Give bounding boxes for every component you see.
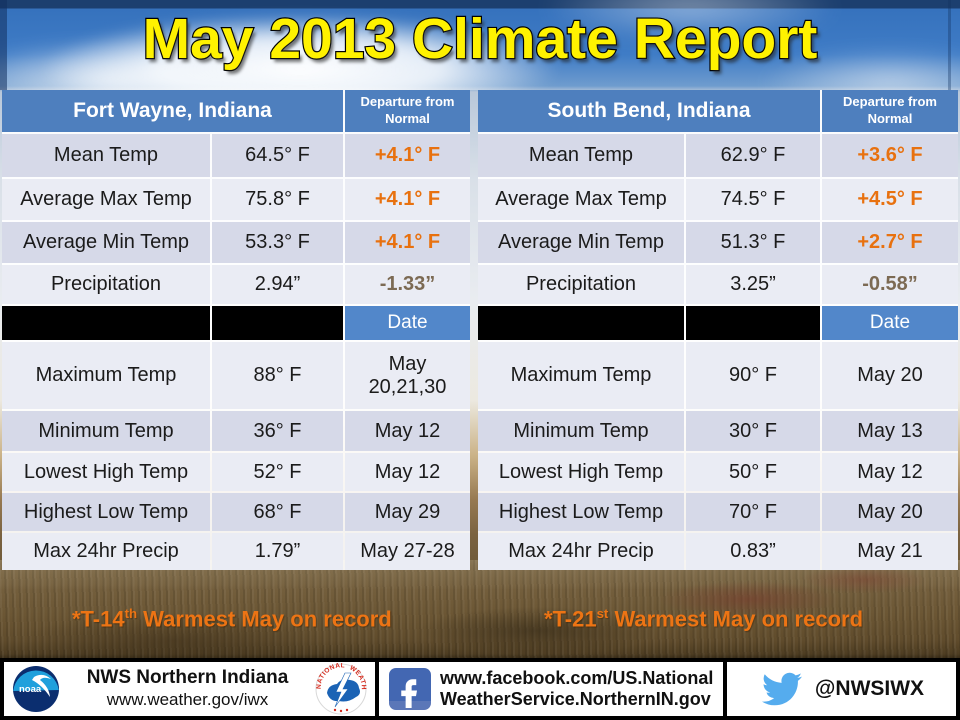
departure-from-normal-header: Departure from Normal (345, 90, 470, 132)
record-label: Max 24hr Precip (478, 533, 684, 570)
record-date: May 12 (822, 453, 958, 491)
record-value: 88° F (212, 342, 343, 409)
stat-label: Average Min Temp (2, 222, 210, 263)
stat-label: Mean Temp (2, 134, 210, 177)
record-label: Minimum Temp (478, 411, 684, 451)
spacer-cell-black (2, 306, 210, 340)
table-location-header: South Bend, Indiana (478, 90, 820, 132)
nws-logo-icon: NATIONAL WEATHER SERVICE (315, 663, 367, 715)
record-label: Max 24hr Precip (2, 533, 210, 570)
stat-value: 64.5° F (212, 134, 343, 177)
facebook-url: www.facebook.com/US.National WeatherServ… (440, 668, 713, 710)
nws-office-url: www.weather.gov/iwx (106, 690, 269, 710)
spacer-cell-black (686, 306, 820, 340)
table-location-header: Fort Wayne, Indiana (2, 90, 343, 132)
stat-value: 74.5° F (686, 179, 820, 220)
footnote-text: *T-21 (544, 606, 597, 632)
record-date: May 20 (822, 342, 958, 409)
stat-label: Precipitation (2, 265, 210, 304)
stat-departure: +4.1° F (345, 179, 470, 220)
photo-edge (948, 0, 951, 90)
record-label: Minimum Temp (2, 411, 210, 451)
stat-departure: +4.1° F (345, 134, 470, 177)
stat-label: Average Min Temp (478, 222, 684, 263)
facebook-icon (389, 668, 431, 710)
twitter-handle: @NWSIWX (814, 677, 925, 700)
record-label: Lowest High Temp (478, 453, 684, 491)
stat-departure: +4.5° F (822, 179, 958, 220)
footnote-text: *T-14 (72, 606, 125, 632)
facebook-url-line1: www.facebook.com/US.National (440, 667, 714, 688)
record-label: Maximum Temp (478, 342, 684, 409)
nws-office-text: NWS Northern Indiana www.weather.gov/iwx (87, 667, 289, 710)
footnote-superscript: st (596, 606, 609, 621)
page-title: May 2013 Climate Report (141, 6, 818, 72)
stat-label: Mean Temp (478, 134, 684, 177)
record-value: 1.79” (212, 533, 343, 570)
stat-departure: -1.33” (345, 265, 470, 304)
stat-value: 51.3° F (686, 222, 820, 263)
stat-label: Precipitation (478, 265, 684, 304)
south-bend-table: South Bend, Indiana Departure from Norma… (478, 90, 958, 570)
record-value: 70° F (686, 493, 820, 531)
footnote-south-bend: *T-21st Warmest May on record (544, 606, 863, 632)
record-date: May 13 (822, 411, 958, 451)
twitter-box: @NWSIWX (723, 658, 960, 720)
record-date: May 12 (345, 453, 470, 491)
footnote-text: Warmest May on record (608, 606, 864, 632)
record-date: May 20,21,30 (345, 342, 470, 409)
spacer-cell-black (212, 306, 343, 340)
stat-departure: +2.7° F (822, 222, 958, 263)
departure-from-normal-header: Departure from Normal (822, 90, 958, 132)
record-date: May 21 (822, 533, 958, 570)
nws-office-name: NWS Northern Indiana (86, 667, 289, 689)
footnote-fort-wayne: *T-14th Warmest May on record (72, 606, 392, 632)
record-label: Highest Low Temp (478, 493, 684, 531)
footer-banner: noaa NWS Northern Indiana www.weather.go… (0, 658, 960, 720)
stat-value: 62.9° F (686, 134, 820, 177)
svg-text:noaa: noaa (19, 684, 42, 695)
facebook-url-line2: WeatherService.NorthernIN.gov (440, 689, 711, 709)
facebook-box: www.facebook.com/US.National WeatherServ… (375, 658, 727, 720)
photo-edge (0, 0, 7, 90)
noaa-logo-icon: noaa (13, 666, 59, 712)
record-value: 52° F (212, 453, 343, 491)
record-value: 50° F (686, 453, 820, 491)
stat-departure: -0.58” (822, 265, 958, 304)
stat-value: 75.8° F (212, 179, 343, 220)
record-date: May 29 (345, 493, 470, 531)
record-label: Lowest High Temp (2, 453, 210, 491)
record-value: 30° F (686, 411, 820, 451)
record-date: May 20 (822, 493, 958, 531)
stat-value: 53.3° F (212, 222, 343, 263)
stat-departure: +4.1° F (345, 222, 470, 263)
footnote-text: Warmest May on record (137, 606, 392, 632)
stat-label: Average Max Temp (2, 179, 210, 220)
sky-band (0, 0, 960, 90)
stat-departure: +3.6° F (822, 134, 958, 177)
record-label: Maximum Temp (2, 342, 210, 409)
record-value: 90° F (686, 342, 820, 409)
record-value: 36° F (212, 411, 343, 451)
date-column-header: Date (345, 306, 470, 340)
stat-label: Average Max Temp (478, 179, 684, 220)
twitter-bird-icon (761, 672, 802, 706)
nws-office-box: noaa NWS Northern Indiana www.weather.go… (0, 658, 379, 720)
record-date: May 12 (345, 411, 470, 451)
stat-value: 2.94” (212, 265, 343, 304)
stat-value: 3.25” (686, 265, 820, 304)
spacer-cell-black (478, 306, 684, 340)
record-value: 68° F (212, 493, 343, 531)
record-date: May 27-28 (345, 533, 470, 570)
footnote-superscript: th (124, 606, 138, 621)
fort-wayne-table: Fort Wayne, Indiana Departure from Norma… (2, 90, 470, 570)
record-value: 0.83” (686, 533, 820, 570)
date-column-header: Date (822, 306, 958, 340)
record-label: Highest Low Temp (2, 493, 210, 531)
